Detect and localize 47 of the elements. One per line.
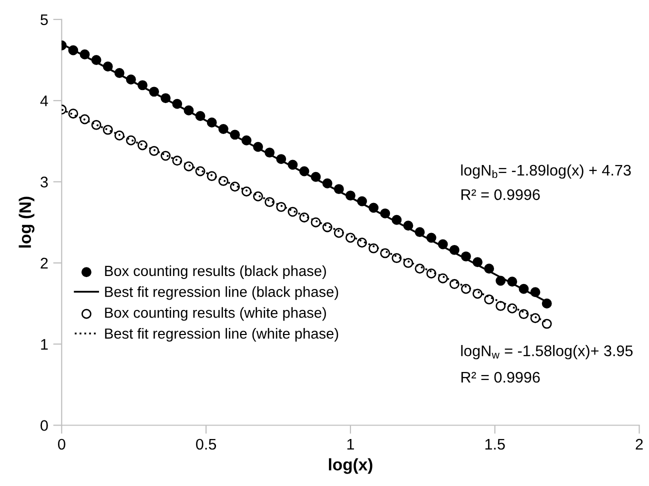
x-tick-label: 1 bbox=[347, 439, 354, 450]
point bbox=[461, 284, 471, 294]
y-tick-label: 3 bbox=[40, 176, 48, 188]
point bbox=[242, 186, 252, 196]
annotation: R² = 0.9996 bbox=[461, 189, 540, 200]
point bbox=[403, 258, 414, 268]
x-tick-label: 2 bbox=[636, 438, 643, 450]
point bbox=[472, 288, 483, 299]
y-tick-label: 1 bbox=[41, 339, 48, 350]
point bbox=[149, 146, 160, 156]
point bbox=[345, 232, 356, 243]
y-tick-label: 0 bbox=[40, 420, 48, 431]
point bbox=[507, 303, 518, 314]
point bbox=[334, 228, 344, 238]
point bbox=[496, 300, 506, 311]
legend-label: Box counting results (black phase) bbox=[105, 265, 326, 279]
y-tick-label: 5 bbox=[40, 14, 48, 26]
x-tick-label: 0.5 bbox=[196, 438, 216, 450]
point bbox=[438, 273, 448, 284]
point bbox=[114, 130, 124, 140]
point bbox=[518, 309, 529, 320]
point bbox=[299, 212, 310, 222]
annotation: R² = 0.9996 bbox=[461, 372, 540, 383]
y-tick-label: 2 bbox=[40, 258, 48, 268]
point bbox=[530, 313, 540, 324]
point bbox=[264, 197, 275, 208]
x-tick-label: 0 bbox=[58, 438, 66, 450]
point bbox=[414, 264, 425, 274]
point bbox=[276, 202, 286, 212]
annotation: logN$_{b}$= -1.89log(x) + 4.73 bbox=[461, 164, 631, 179]
legend-label: Best fit regression line (white phase) bbox=[105, 328, 338, 342]
y-axis-title: log (N) bbox=[18, 196, 34, 248]
x-axis-title: log(x) bbox=[328, 458, 372, 474]
point bbox=[206, 171, 217, 182]
y-tick-label: 4 bbox=[40, 96, 48, 106]
point bbox=[80, 114, 90, 124]
point bbox=[218, 176, 228, 186]
point bbox=[310, 217, 321, 228]
point bbox=[484, 294, 494, 304]
point bbox=[542, 318, 552, 329]
x-tick-label: 1.5 bbox=[485, 439, 505, 450]
legend-label: Best fit regression line (black phase) bbox=[105, 286, 338, 300]
point bbox=[368, 243, 379, 254]
annotation: logN$_{w}$ = -1.58log(x)+ 3.95 bbox=[461, 345, 633, 360]
point bbox=[184, 161, 194, 172]
legend-label: Box counting results (white phase) bbox=[105, 307, 326, 321]
point bbox=[426, 268, 436, 278]
